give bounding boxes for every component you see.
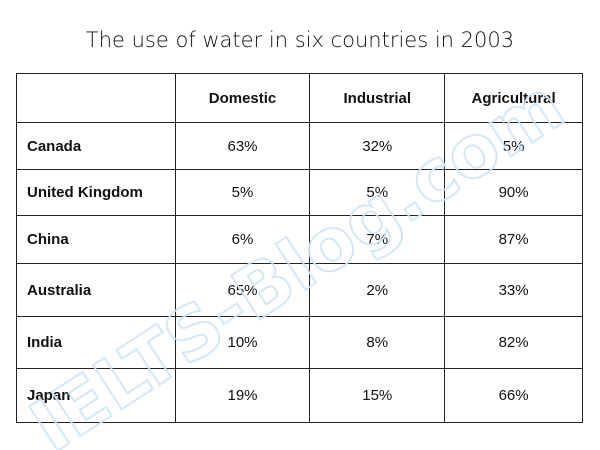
cell: 82% [444, 316, 583, 369]
cell: 19% [174, 368, 311, 423]
cell: 10% [174, 316, 311, 369]
cell: 2% [309, 263, 446, 317]
column-header: Agricultural [444, 73, 583, 123]
table-body: Canada 63% 32% 5% United Kingdom 5% 5% 90% China… [16, 122, 583, 423]
cell: 90% [444, 169, 583, 216]
cell: 66% [444, 368, 583, 423]
row-header: India [16, 316, 176, 369]
row-header: Australia [16, 263, 176, 317]
column-header: Industrial [309, 73, 446, 123]
cell: 5% [309, 169, 446, 216]
cell: 87% [444, 215, 583, 264]
cell: 15% [309, 368, 446, 423]
cell: 63% [174, 122, 311, 170]
table-row: Japan 19% 15% 66% [16, 368, 583, 423]
water-table: Domestic Industrial Agricultural Canada 63%… [16, 73, 583, 423]
row-header: United Kingdom [16, 169, 176, 216]
row-header: Japan [16, 368, 176, 423]
title: The use of water in six countries in 200… [85, 28, 515, 52]
row-header: Canada [16, 122, 176, 170]
cell: 6% [174, 215, 311, 264]
cell: 33% [444, 263, 583, 317]
table-row: Australia 65% 2% 33% [16, 263, 583, 317]
corner-cell [16, 73, 176, 123]
cell: 7% [309, 215, 446, 264]
cell: 5% [174, 169, 311, 216]
row-header: China [16, 215, 176, 264]
table-row: Canada 63% 32% 5% [16, 122, 583, 170]
cell: 32% [309, 122, 446, 170]
header-row: Domestic Industrial Agricultural [16, 73, 583, 123]
cell: 5% [444, 122, 583, 170]
cell: 8% [309, 316, 446, 369]
column-header: Domestic [174, 73, 311, 123]
table-row: India 10% 8% 82% [16, 316, 583, 369]
table-row: China 6% 7% 87% [16, 215, 583, 264]
table-row: United Kingdom 5% 5% 90% [16, 169, 583, 216]
cell: 65% [174, 263, 311, 317]
